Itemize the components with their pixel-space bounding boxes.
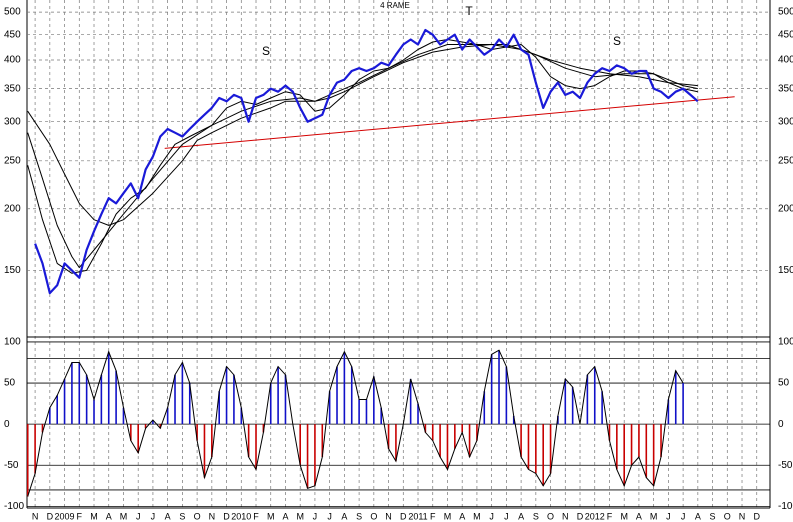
x-tick-label: O — [194, 511, 201, 521]
y-tick-label: 350 — [778, 83, 793, 94]
x-tick-label: F — [77, 511, 83, 521]
x-tick-label: J — [666, 511, 671, 521]
annotation: T — [465, 4, 473, 18]
x-tick-label: D — [47, 511, 54, 521]
x-tick-label: F — [430, 511, 436, 521]
x-tick-label: A — [106, 511, 112, 521]
x-tick-label: 2012 — [585, 511, 605, 521]
y-tick-label: 250 — [4, 155, 21, 166]
y-tick-label: 200 — [4, 203, 21, 214]
x-tick-label: A — [282, 511, 288, 521]
x-tick-label: D — [400, 511, 407, 521]
y-tick-label: 450 — [4, 29, 21, 40]
series-line — [27, 44, 698, 269]
y-tick-label: -50 — [778, 460, 793, 471]
y-tick-label: 0 — [778, 419, 784, 430]
trend-line — [164, 96, 735, 149]
y-tick-label: 50 — [4, 378, 16, 389]
x-tick-label: M — [473, 511, 481, 521]
x-tick-label: J — [327, 511, 332, 521]
x-tick-label: M — [267, 511, 275, 521]
y-tick-label: 500 — [4, 7, 21, 18]
x-tick-label: M — [444, 511, 452, 521]
x-tick-label: M — [296, 511, 304, 521]
x-tick-label: S — [710, 511, 716, 521]
x-tick-label: 2009 — [55, 511, 75, 521]
y-tick-label: -100 — [4, 501, 24, 512]
y-tick-label: 100 — [778, 337, 793, 348]
x-tick-label: N — [209, 511, 216, 521]
y-tick-label: 150 — [4, 265, 21, 276]
y-tick-label: 150 — [778, 265, 793, 276]
x-tick-label: A — [341, 511, 347, 521]
y-tick-label: 400 — [4, 55, 21, 66]
x-tick-label: A — [459, 511, 465, 521]
x-tick-label: O — [547, 511, 554, 521]
x-tick-label: F — [253, 511, 259, 521]
annotation: S — [613, 34, 621, 48]
x-tick-label: M — [650, 511, 658, 521]
x-tick-label: J — [504, 511, 509, 521]
y-tick-label: 250 — [778, 155, 793, 166]
y-tick-label: 350 — [4, 83, 21, 94]
y-tick-label: 0 — [4, 419, 10, 430]
y-tick-label: 50 — [778, 378, 790, 389]
x-tick-label: O — [370, 511, 377, 521]
x-tick-label: J — [313, 511, 318, 521]
y-tick-label: 300 — [4, 116, 21, 127]
x-tick-label: N — [385, 511, 392, 521]
x-tick-label: O — [724, 511, 731, 521]
y-tick-label: 400 — [778, 55, 793, 66]
y-tick-label: 100 — [4, 337, 21, 348]
x-tick-label: 2011 — [408, 511, 427, 521]
series-line — [34, 28, 699, 295]
chart-title: 4 RAME — [380, 1, 410, 10]
x-tick-label: M — [620, 511, 628, 521]
annotation: S — [262, 44, 270, 58]
y-tick-label: 300 — [778, 116, 793, 127]
x-tick-label: N — [739, 511, 746, 521]
x-tick-label: D — [223, 511, 230, 521]
x-tick-label: S — [179, 511, 185, 521]
series-line — [27, 39, 698, 274]
x-tick-label: 2010 — [231, 511, 251, 521]
y-tick-label: -100 — [778, 501, 793, 512]
x-tick-label: M — [90, 511, 98, 521]
x-tick-label: S — [356, 511, 362, 521]
y-tick-label: 200 — [778, 203, 793, 214]
x-tick-label: S — [533, 511, 539, 521]
osc-line — [27, 349, 684, 497]
x-tick-label: M — [120, 511, 128, 521]
y-tick-label: 450 — [778, 29, 793, 40]
series-line — [27, 44, 698, 226]
x-tick-label: A — [518, 511, 524, 521]
x-tick-label: J — [151, 511, 156, 521]
x-tick-label: A — [695, 511, 701, 521]
x-tick-label: D — [753, 511, 760, 521]
x-tick-label: F — [607, 511, 613, 521]
x-tick-label: A — [165, 511, 171, 521]
x-tick-label: J — [136, 511, 141, 521]
x-tick-label: J — [681, 511, 686, 521]
x-tick-label: D — [577, 511, 584, 521]
y-tick-label: 500 — [778, 7, 793, 18]
x-tick-label: J — [489, 511, 494, 521]
x-tick-label: N — [32, 511, 39, 521]
x-tick-label: A — [636, 511, 642, 521]
x-tick-label: N — [562, 511, 569, 521]
y-tick-label: -50 — [4, 460, 19, 471]
